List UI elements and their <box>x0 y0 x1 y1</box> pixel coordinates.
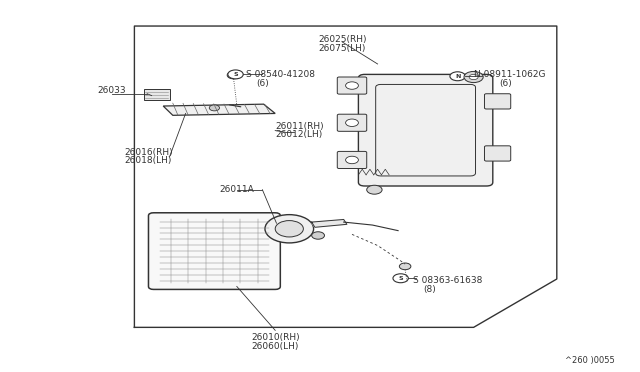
Circle shape <box>265 215 314 243</box>
FancyBboxPatch shape <box>148 213 280 289</box>
Circle shape <box>393 274 408 283</box>
Text: S: S <box>233 72 238 77</box>
Circle shape <box>209 105 220 111</box>
Text: (6): (6) <box>499 79 512 88</box>
Text: 26012(LH): 26012(LH) <box>275 130 323 139</box>
Bar <box>144 89 170 100</box>
Text: 26075(LH): 26075(LH) <box>319 44 366 53</box>
FancyBboxPatch shape <box>484 146 511 161</box>
Text: 26025(RH): 26025(RH) <box>318 35 367 44</box>
Polygon shape <box>163 104 275 115</box>
Text: (6): (6) <box>256 79 269 88</box>
FancyBboxPatch shape <box>337 151 367 169</box>
Circle shape <box>367 185 382 194</box>
FancyBboxPatch shape <box>337 114 367 131</box>
Polygon shape <box>312 219 347 227</box>
FancyBboxPatch shape <box>484 94 511 109</box>
Text: N: N <box>455 74 460 79</box>
Text: 26018(LH): 26018(LH) <box>125 156 172 165</box>
Circle shape <box>464 71 483 83</box>
Text: S: S <box>398 276 403 281</box>
Text: 26060(LH): 26060(LH) <box>252 342 299 351</box>
FancyBboxPatch shape <box>358 74 493 186</box>
Text: 26010(RH): 26010(RH) <box>251 333 300 342</box>
Text: 26011(RH): 26011(RH) <box>275 122 324 131</box>
Text: (8): (8) <box>424 285 436 294</box>
Text: S 08363-61638: S 08363-61638 <box>413 276 482 285</box>
Circle shape <box>346 82 358 89</box>
Circle shape <box>469 74 478 80</box>
Text: N 08911-1062G: N 08911-1062G <box>474 70 545 79</box>
Circle shape <box>450 72 465 81</box>
Text: 26016(RH): 26016(RH) <box>125 148 173 157</box>
Circle shape <box>346 119 358 126</box>
Circle shape <box>275 221 303 237</box>
Text: ^260 )0055: ^260 )0055 <box>564 356 614 365</box>
Text: 26033: 26033 <box>98 86 126 95</box>
Text: S 08540-41208: S 08540-41208 <box>246 70 316 79</box>
Text: 26011A: 26011A <box>220 185 254 194</box>
Circle shape <box>312 232 324 239</box>
Circle shape <box>228 70 243 79</box>
FancyBboxPatch shape <box>337 77 367 94</box>
Circle shape <box>227 71 240 79</box>
Circle shape <box>346 156 358 164</box>
Circle shape <box>399 263 411 270</box>
